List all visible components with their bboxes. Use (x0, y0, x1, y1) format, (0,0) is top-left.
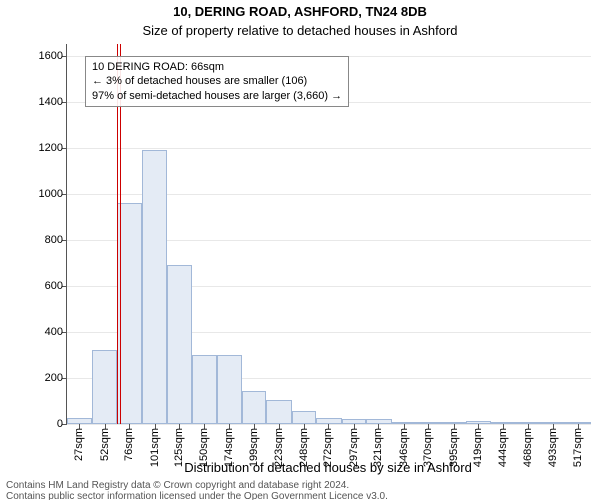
ytick-label: 1600 (3, 50, 63, 62)
copyright-line2: Contains public sector information licen… (6, 491, 388, 500)
xtick-label: 27sqm (73, 428, 85, 461)
histogram-bar (192, 355, 216, 424)
x-axis-label: Distribution of detached houses by size … (66, 460, 590, 475)
annotation-line1: 10 DERING ROAD: 66sqm (92, 60, 342, 74)
annotation-line2: ← 3% of detached houses are smaller (106… (92, 74, 342, 88)
annotation-line3: 97% of semi-detached houses are larger (… (92, 89, 342, 103)
histogram-bar (92, 350, 116, 424)
ytick-label: 200 (3, 372, 63, 384)
title-sub: Size of property relative to detached ho… (0, 23, 600, 38)
annotation-box: 10 DERING ROAD: 66sqm ← 3% of detached h… (85, 56, 349, 107)
ytick-label: 600 (3, 280, 63, 292)
xtick-label: 52sqm (99, 428, 111, 461)
ytick-label: 1000 (3, 188, 63, 200)
histogram-bar (266, 400, 291, 424)
title-main: 10, DERING ROAD, ASHFORD, TN24 8DB (0, 4, 600, 19)
gridline-h (67, 148, 591, 149)
ytick-label: 400 (3, 326, 63, 338)
histogram-bar (167, 265, 192, 424)
histogram-bar (217, 355, 242, 424)
plot-area: 0200400600800100012001400160027sqm52sqm7… (66, 44, 591, 425)
xtick-label: 76sqm (123, 428, 135, 461)
ytick-label: 1200 (3, 142, 63, 154)
ytick-label: 0 (3, 418, 63, 430)
copyright-line1: Contains HM Land Registry data © Crown c… (6, 480, 349, 491)
histogram-bar (142, 150, 166, 424)
histogram-bar (242, 391, 266, 424)
chart-container: 10, DERING ROAD, ASHFORD, TN24 8DB Size … (0, 0, 600, 500)
ytick-label: 1400 (3, 96, 63, 108)
histogram-bar (292, 411, 316, 424)
ytick-label: 800 (3, 234, 63, 246)
